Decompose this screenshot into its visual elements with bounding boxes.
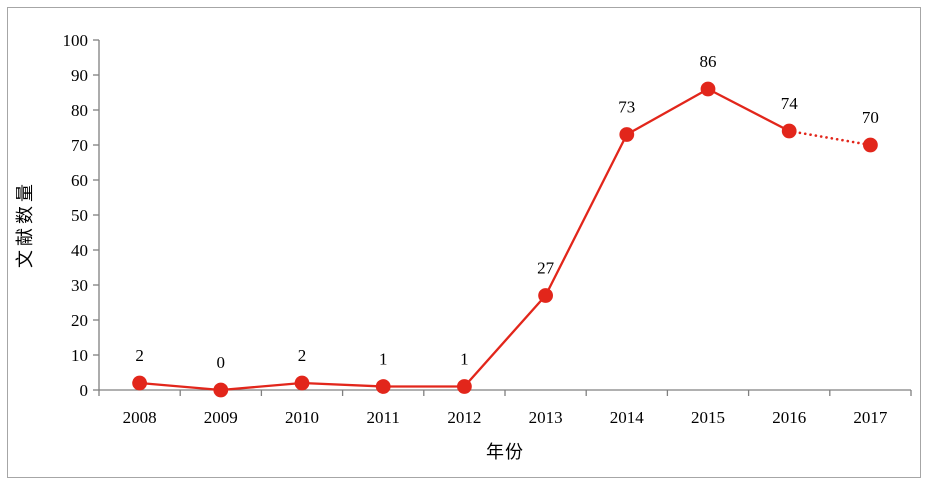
data-point-2014 xyxy=(619,127,635,142)
x-tick-label: 2010 xyxy=(285,408,319,427)
data-label-2017: 70 xyxy=(862,108,879,127)
y-tick-label: 10 xyxy=(71,346,88,365)
data-label-2016: 74 xyxy=(781,94,799,113)
y-tick-label: 20 xyxy=(71,311,88,330)
data-point-2012 xyxy=(457,379,472,394)
x-axis-title: 年份 xyxy=(486,442,524,462)
y-tick-label: 90 xyxy=(71,66,88,85)
data-label-2014: 73 xyxy=(618,98,635,117)
y-tick-label: 60 xyxy=(71,171,88,190)
x-tick-label: 2013 xyxy=(529,408,563,427)
data-point-2009 xyxy=(213,382,229,398)
series-line-solid xyxy=(139,87,790,392)
series-line-dotted-forecast xyxy=(787,129,872,147)
y-axis-title: 文献数量 xyxy=(15,180,35,268)
y-tick-label: 80 xyxy=(71,101,88,120)
data-point-2011 xyxy=(375,379,391,394)
data-point-2015 xyxy=(700,81,716,97)
x-tick-label: 2011 xyxy=(367,408,400,427)
x-tick-label: 2015 xyxy=(691,408,725,427)
x-tick-label: 2008 xyxy=(123,408,157,427)
x-tick-label: 2017 xyxy=(853,408,888,427)
data-label-2011: 1 xyxy=(379,350,388,369)
y-tick-label: 100 xyxy=(63,31,89,50)
y-tick-label: 40 xyxy=(71,241,88,260)
data-point-2016 xyxy=(781,123,797,139)
y-tick-label: 0 xyxy=(80,381,89,400)
data-label-2015: 86 xyxy=(700,52,717,71)
x-tick-label: 2016 xyxy=(772,408,806,427)
y-tick-label: 50 xyxy=(71,206,88,225)
x-tick-label: 2012 xyxy=(447,408,481,427)
y-tick-label: 70 xyxy=(71,136,88,155)
data-label-2008: 2 xyxy=(135,346,144,365)
data-label-2012: 1 xyxy=(460,350,469,369)
data-label-2010: 2 xyxy=(298,346,307,365)
data-point-2010 xyxy=(294,375,310,391)
data-label-2009: 0 xyxy=(217,353,226,372)
chart-frame-border xyxy=(7,7,921,478)
x-tick-label: 2014 xyxy=(610,408,645,427)
data-point-2008 xyxy=(132,375,148,391)
data-label-2013: 27 xyxy=(537,259,555,278)
y-tick-label: 30 xyxy=(71,276,88,295)
data-point-2013 xyxy=(538,288,553,303)
x-tick-label: 2009 xyxy=(204,408,238,427)
data-point-2017 xyxy=(863,137,878,153)
